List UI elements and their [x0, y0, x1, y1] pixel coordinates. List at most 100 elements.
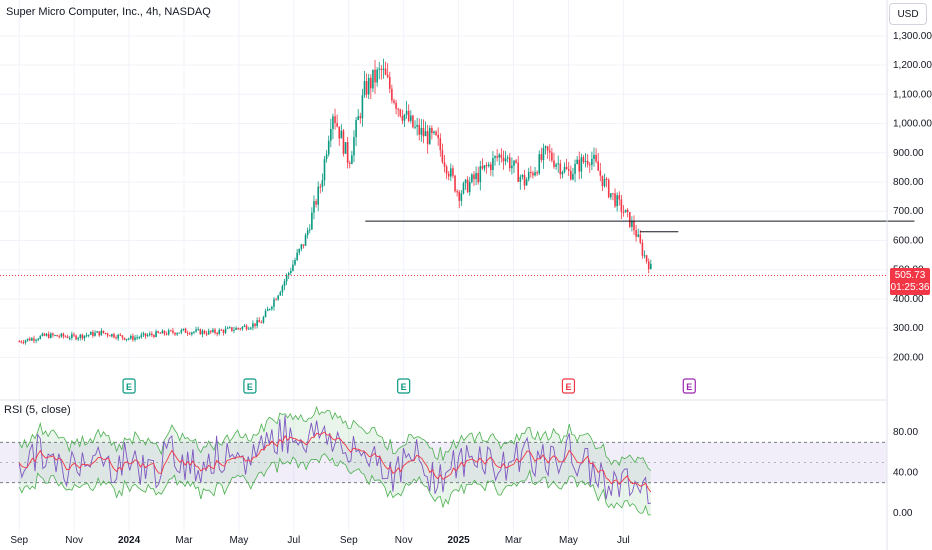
- candle-body: [165, 333, 168, 335]
- earnings-marker[interactable]: E: [243, 378, 257, 394]
- time-tick-label: Mar: [175, 535, 193, 546]
- rsi-band-lower: [18, 453, 651, 516]
- time-tick-label: Sep: [10, 535, 28, 546]
- candle-body: [247, 328, 250, 330]
- candle-body: [426, 131, 429, 145]
- candle-body: [153, 335, 155, 337]
- candle-body: [306, 230, 309, 236]
- candle-body: [330, 128, 332, 141]
- earnings-marker[interactable]: E: [682, 378, 696, 394]
- candle-body: [159, 332, 162, 334]
- candle-body: [641, 242, 644, 256]
- time-tick-label: May: [559, 535, 578, 546]
- earnings-marker[interactable]: E: [122, 378, 136, 394]
- candle-body: [90, 332, 92, 335]
- candle-body: [47, 333, 50, 338]
- candle-body: [582, 157, 585, 162]
- candle-body: [525, 179, 528, 186]
- candle-body: [607, 179, 610, 198]
- candle-body: [626, 209, 629, 213]
- candle-body: [546, 146, 549, 151]
- candle-body: [218, 329, 221, 334]
- candle-body: [555, 164, 557, 167]
- candle-body: [43, 333, 46, 336]
- candle-body: [443, 162, 446, 167]
- time-tick-label: 2024: [118, 535, 141, 546]
- time-tick-label: Mar: [505, 535, 523, 546]
- candle-body: [622, 211, 625, 213]
- candle-body: [287, 272, 290, 276]
- candle-body: [203, 330, 206, 334]
- candle-body: [239, 328, 242, 330]
- candle-body: [273, 299, 275, 307]
- candle-body: [439, 138, 442, 151]
- candle-body: [35, 339, 37, 341]
- candle-body: [384, 68, 387, 75]
- candle-body: [365, 81, 368, 95]
- candle-body: [132, 335, 134, 340]
- candle-body: [73, 334, 75, 336]
- earnings-badge: [243, 378, 257, 394]
- candle-body: [178, 332, 181, 334]
- time-tick-label: Jul: [287, 535, 300, 546]
- currency-button[interactable]: USD: [889, 3, 927, 25]
- candle-body: [231, 327, 233, 331]
- candle-body: [260, 322, 263, 324]
- candle-body: [647, 261, 650, 270]
- candle-body: [127, 338, 130, 340]
- price-tick-label: 900.00: [893, 148, 924, 159]
- candle-body: [304, 235, 307, 246]
- candle-body: [102, 330, 105, 333]
- candle-body: [624, 209, 627, 213]
- rsi-indicator-label[interactable]: RSI (5, close): [4, 404, 71, 416]
- candle-body: [477, 173, 479, 183]
- candle-body: [631, 221, 633, 227]
- candle-body: [313, 201, 315, 213]
- candle-body: [361, 95, 364, 119]
- candle-body: [117, 334, 119, 339]
- candle-body: [513, 160, 515, 166]
- candles: [18, 58, 652, 345]
- candle-body: [214, 329, 216, 333]
- candle-body: [428, 127, 431, 145]
- candle-body: [527, 171, 530, 180]
- candle-body: [228, 327, 231, 329]
- candle-body: [603, 178, 606, 187]
- candle-body: [79, 334, 82, 338]
- candle-body: [460, 193, 463, 201]
- candle-body: [496, 156, 498, 158]
- candle-body: [45, 333, 48, 336]
- earnings-badge: [682, 378, 696, 394]
- candle-body: [452, 168, 454, 176]
- time-tick-label: Nov: [395, 535, 413, 546]
- candle-body: [553, 160, 555, 167]
- candle-body: [20, 341, 23, 343]
- earnings-marker[interactable]: E: [561, 378, 576, 394]
- earnings-marker[interactable]: E: [397, 378, 411, 394]
- candle-body: [254, 323, 256, 327]
- candle-body: [456, 191, 458, 193]
- candle-body: [643, 255, 646, 257]
- candle-body: [595, 154, 597, 162]
- candle-body: [31, 338, 33, 341]
- candle-body: [266, 309, 269, 312]
- candle-body: [618, 195, 621, 200]
- candle-body: [125, 338, 128, 340]
- candle-body: [71, 334, 73, 338]
- candle-body: [191, 332, 193, 335]
- candle-body: [492, 158, 494, 171]
- candle-body: [578, 159, 581, 172]
- candle-body: [475, 173, 477, 180]
- candle-body: [515, 160, 517, 163]
- candle-body: [28, 338, 31, 341]
- candle-body: [292, 264, 294, 271]
- candle-body: [485, 165, 488, 167]
- candle-body: [563, 166, 566, 172]
- candle-body: [401, 115, 404, 121]
- candle-body: [599, 170, 602, 176]
- price-tick-label: 700.00: [893, 206, 924, 217]
- candle-body: [264, 311, 267, 317]
- candle-body: [418, 124, 421, 135]
- candle-body: [557, 163, 559, 165]
